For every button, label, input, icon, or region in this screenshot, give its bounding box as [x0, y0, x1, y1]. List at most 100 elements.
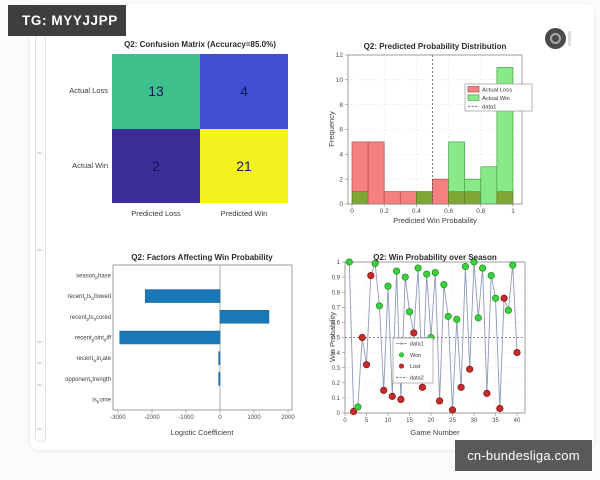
axis-tick-label: 0: [343, 418, 347, 424]
axis-tick-label: 0.2: [380, 208, 389, 215]
season-title: Q2: Win Probability over Season: [373, 253, 497, 262]
season-marker-lost: [380, 386, 388, 394]
hist-bar-overlap: [351, 191, 369, 205]
season-marker-won: [461, 262, 469, 271]
hist-bar-loss: [351, 141, 369, 192]
season-marker-won: [504, 306, 512, 314]
histogram-ylabel: Frequency: [327, 111, 336, 147]
axis-tick-label: 4: [339, 152, 343, 159]
season-marker-lost: [448, 406, 457, 414]
legend-line-dot: [400, 342, 403, 345]
scrollbar-mark: [37, 362, 42, 364]
legend-swatch-win: [467, 94, 480, 101]
scrollbar-mark: [37, 249, 42, 251]
watermark-tag: TG: MYYJJPP: [8, 5, 126, 36]
scrollbar-mark: [37, 341, 42, 343]
axis-tick-label: 40: [514, 418, 521, 424]
legend-won-dot: [399, 352, 405, 358]
legend-label: Actual Loss: [482, 88, 512, 94]
axis-tick-label: 0.1: [332, 396, 341, 402]
hist-bar-loss: [367, 141, 385, 205]
axis-tick-label: 0.2: [332, 381, 341, 387]
factor-category-label: recentwinrate: [76, 356, 111, 363]
histogram-title: Q2: Predicted Probability Distribution: [363, 42, 507, 51]
hist-bar-loss: [432, 178, 449, 205]
axis-tick-label: 15: [406, 418, 413, 424]
season-marker-lost: [362, 361, 371, 369]
season-marker-lost: [496, 404, 504, 413]
axis-tick-label: 0.8: [476, 208, 485, 215]
factor-category-label: ishome: [92, 398, 111, 405]
factors-bar-chart: seasonphase recentptsallowed recentptsscor…: [65, 264, 295, 421]
axis-tick-label: 0: [339, 201, 343, 208]
axis-tick-label: 1: [511, 208, 515, 215]
badge-inner-ring: [550, 33, 561, 44]
hist-bar-loss: [383, 191, 401, 205]
factor-bar: [119, 330, 221, 345]
hist-bar-win: [448, 141, 466, 192]
season-marker-won: [479, 264, 487, 272]
season-line-chart: data1 Won Lost data2 0 5 10 15 20 25 30 35 40 0 0.1 0.2…: [332, 258, 526, 424]
axis-tick-label: 0: [337, 411, 341, 417]
season-marker-lost: [388, 392, 396, 400]
factor-category-label: recentptsallowed: [68, 294, 112, 301]
axis-tick-label: 0.5: [332, 336, 341, 342]
factor-bar: [218, 351, 221, 365]
axes-border: [112, 264, 293, 411]
season-marker-won: [405, 308, 414, 316]
axis-tick-label: 25: [449, 418, 456, 424]
axis-tick-label: 10: [336, 77, 344, 84]
season-xlabel: Game Number: [410, 428, 460, 437]
cm-col-label: Predicted Loss: [131, 209, 181, 218]
axis-tick-label: 35: [492, 418, 499, 424]
season-marker-won: [491, 294, 500, 302]
factor-category-label: seasonphase: [76, 273, 112, 280]
legend-swatch-loss: [467, 86, 480, 93]
watermark-site-label: cn-bundesliga.com: [467, 448, 580, 463]
season-marker-won: [401, 273, 409, 281]
cm-cell: 2: [112, 128, 200, 203]
season-marker-won: [345, 258, 353, 266]
season-marker-won: [474, 314, 482, 322]
season-marker-lost: [513, 349, 521, 357]
axis-tick-label: -3000: [110, 415, 126, 421]
badge-icon: [545, 28, 566, 49]
season-marker-lost: [349, 407, 358, 416]
season-marker-won: [371, 259, 379, 268]
factors-title: Q2: Factors Affecting Win Probability: [131, 253, 273, 262]
season-marker-won: [393, 267, 401, 275]
cm-cell: 4: [200, 54, 288, 129]
axis-tick-label: 8: [339, 102, 343, 109]
legend-lost-dot: [399, 363, 405, 369]
confusion-matrix: 13 4 2 21: [112, 54, 288, 203]
axis-tick-label: 10: [385, 418, 392, 424]
legend-label: data1: [482, 104, 497, 110]
legend-label: Actual Win: [482, 96, 510, 102]
scrollbar-mark: [37, 428, 42, 430]
hist-bar-win: [480, 166, 498, 205]
axis-tick-label: 1: [337, 260, 341, 266]
season-marker-lost: [466, 365, 474, 373]
axis-tick-label: 0.4: [412, 208, 421, 215]
cm-col-label: Predicted Win: [220, 209, 268, 218]
hist-bar-overlap: [448, 191, 466, 205]
factor-bar: [144, 289, 221, 303]
histogram-xlabel: Predicted Win Probability: [393, 216, 477, 225]
season-marker-won: [414, 264, 422, 272]
season-marker-lost: [483, 389, 491, 397]
factor-bar: [219, 310, 270, 324]
axis-tick-label: 0.9: [332, 275, 341, 281]
axis-tick-label: 30: [471, 418, 478, 424]
hist-bar-loss: [399, 191, 417, 205]
legend-label: data2: [410, 375, 424, 381]
cm-row-label: Actual Win: [72, 161, 108, 170]
badge-side-tick: [568, 31, 571, 46]
season-marker-won: [375, 302, 384, 310]
axis-tick-label: 12: [336, 52, 344, 59]
season-marker-lost: [418, 383, 427, 391]
season-line: [348, 261, 518, 413]
axis-tick-label: 5: [365, 418, 369, 424]
confusion-matrix-title: Q2: Confusion Matrix (Accuracy=85.0%): [124, 40, 276, 49]
season-marker-won: [423, 270, 431, 278]
